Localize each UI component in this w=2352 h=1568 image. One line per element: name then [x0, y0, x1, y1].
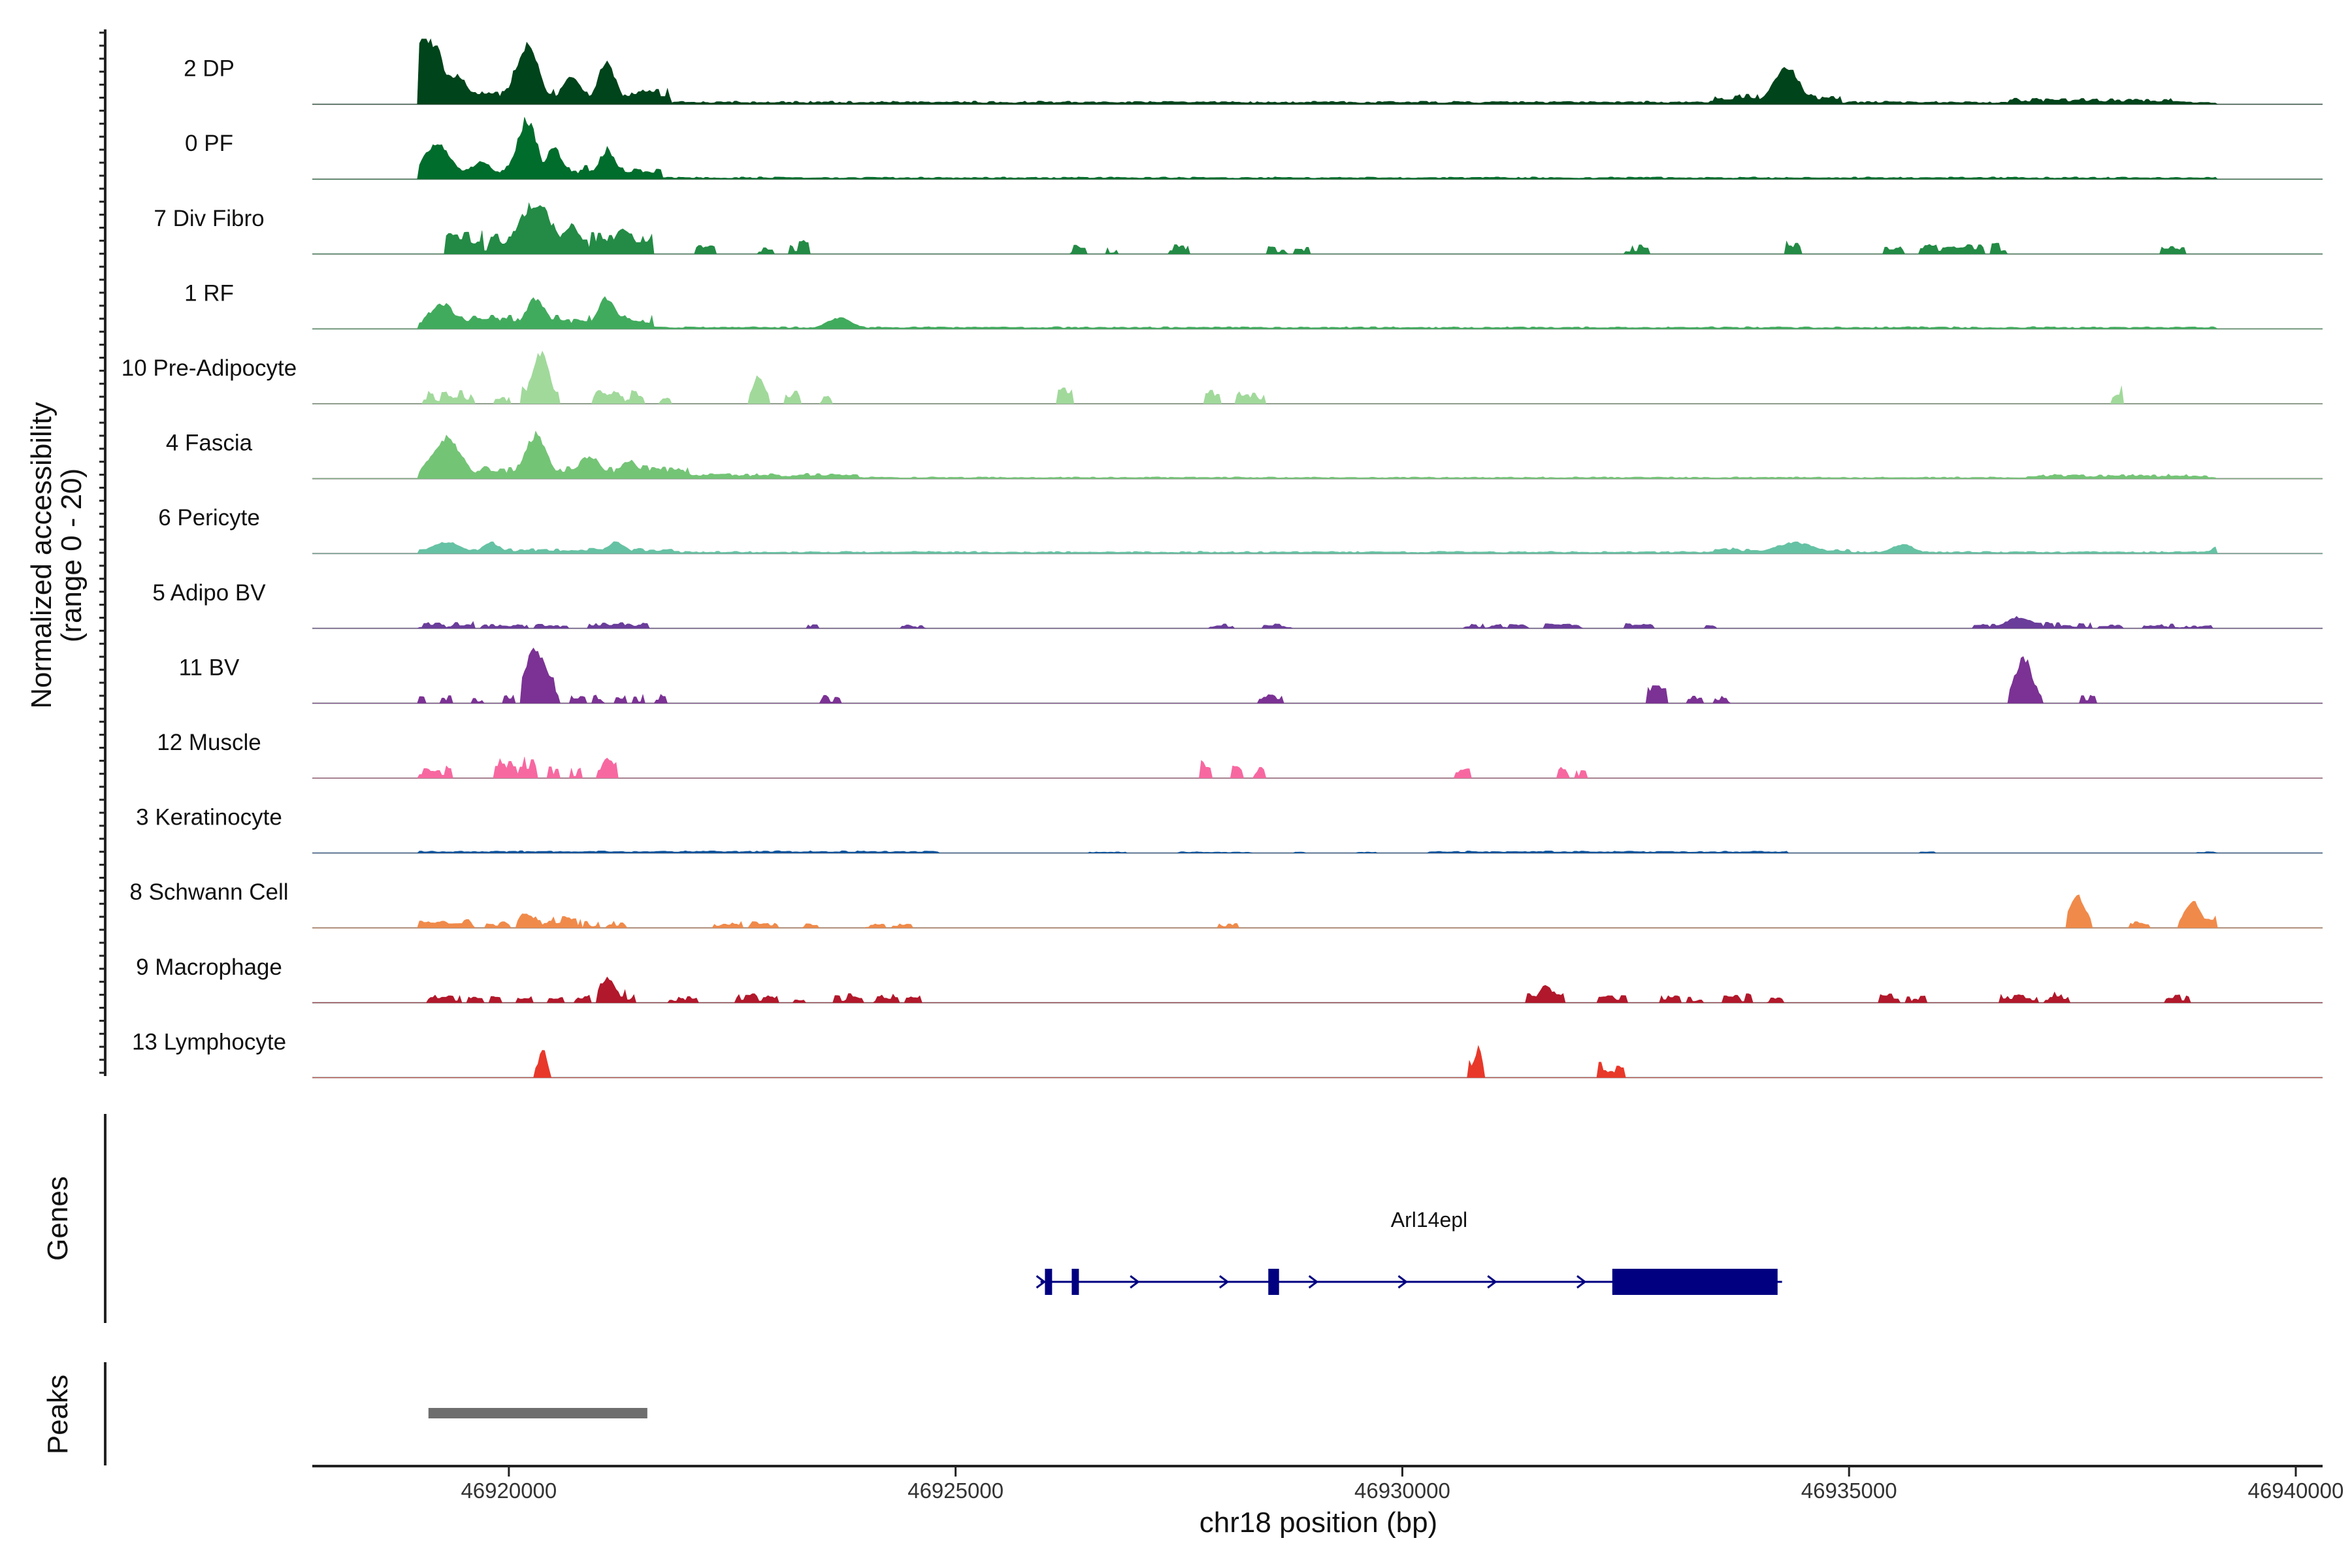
- x-tick-label: 46920000: [461, 1478, 557, 1503]
- track-4-fascia: 4 Fascia: [166, 431, 2323, 480]
- x-tick-label: 46930000: [1354, 1478, 1450, 1503]
- track-label: 10 Pre-Adipocyte: [122, 355, 297, 381]
- track-5-adipo-bv: 5 Adipo BV: [152, 580, 2323, 629]
- track-label: 9 Macrophage: [136, 955, 282, 980]
- track-label: 2 DP: [184, 56, 235, 82]
- gene-strand-arrow: [1219, 1275, 1230, 1289]
- track-label: 0 PF: [185, 131, 233, 156]
- gene-strand-arrow: [1487, 1275, 1497, 1289]
- track-9-macrophage: 9 Macrophage: [136, 955, 2323, 1004]
- gene-strand-arrow: [1576, 1275, 1587, 1289]
- coverage-area: [312, 117, 2323, 180]
- y-axis-title-line1: Normalized accessibility: [25, 402, 57, 708]
- y-axis-ticks: [99, 31, 105, 1074]
- coverage-area: [312, 976, 2323, 1004]
- gene-strand-arrow: [1308, 1275, 1319, 1289]
- coverage-area: [312, 296, 2323, 329]
- gene-strand-arrow: [1036, 1275, 1047, 1289]
- track-label: 8 Schwann Cell: [129, 879, 288, 905]
- accessibility-tracks: 2 DP 0 PF 7 Div Fibro 1 RF 10 Pre-Adipocyte 4…: [122, 38, 2323, 1079]
- genes-track-title: Genes: [42, 1176, 74, 1261]
- track-label: 11 BV: [179, 655, 240, 680]
- peaks-track-title: Peaks: [42, 1375, 74, 1454]
- track-label: 6 Pericyte: [158, 505, 260, 531]
- x-axis: 46920000 46925000 46930000 46935000 46940000…: [312, 1465, 2344, 1539]
- gene-exon: [1071, 1269, 1079, 1295]
- track-label: 5 Adipo BV: [152, 580, 266, 606]
- track-11-bv: 11 BV: [179, 647, 2323, 704]
- track-label: 3 Keratinocyte: [136, 805, 282, 830]
- x-tick-label: 46925000: [907, 1478, 1004, 1503]
- x-tick-label: 46935000: [1801, 1478, 1897, 1503]
- track-6-pericyte: 6 Pericyte: [158, 505, 2323, 555]
- coverage-area: [312, 615, 2323, 629]
- track-8-schwann-cell: 8 Schwann Cell: [129, 879, 2323, 929]
- coverage-area: [312, 647, 2323, 704]
- track-1-rf: 1 RF: [184, 280, 2323, 330]
- track-label: 13 Lymphocyte: [132, 1029, 286, 1054]
- genes-track: Genes Arl14epl: [42, 1114, 1782, 1323]
- track-label: 7 Div Fibro: [154, 206, 264, 231]
- track-12-muscle: 12 Muscle: [157, 730, 2323, 779]
- track-0-pf: 0 PF: [185, 117, 2323, 180]
- x-tick-label: 46940000: [2248, 1478, 2344, 1503]
- track-3-keratinocyte: 3 Keratinocyte: [136, 805, 2323, 854]
- gene-exon: [1045, 1269, 1053, 1295]
- peaks-track: Peaks: [42, 1362, 647, 1465]
- track-2-dp: 2 DP: [184, 38, 2323, 105]
- y-axis-title-line2: (range 0 - 20): [56, 468, 88, 643]
- gene-strand-arrow: [1130, 1275, 1140, 1289]
- x-axis-title: chr18 position (bp): [1200, 1507, 1437, 1539]
- y-axis: Normalized accessibility (range 0 - 20): [25, 29, 106, 1076]
- x-axis-ticks: 46920000 46925000 46930000 46935000 46940000: [461, 1466, 2344, 1503]
- coverage-area: [312, 1045, 2323, 1078]
- coverage-area: [312, 431, 2323, 479]
- track-7-div-fibro: 7 Div Fibro: [154, 202, 2323, 255]
- coverage-area: [312, 202, 2323, 255]
- peak-region: [428, 1408, 647, 1418]
- gene-exon: [1612, 1269, 1778, 1295]
- track-label: 4 Fascia: [166, 431, 253, 456]
- coverage-area: [312, 894, 2323, 929]
- track-label: 12 Muscle: [157, 730, 261, 755]
- track-13-lymphocyte: 13 Lymphocyte: [132, 1029, 2323, 1079]
- coverage-area: [312, 350, 2323, 404]
- gene-exon: [1268, 1269, 1279, 1295]
- track-label: 1 RF: [184, 280, 234, 306]
- coverage-area: [312, 850, 2323, 853]
- track-10-pre-adipocyte: 10 Pre-Adipocyte: [122, 350, 2323, 404]
- coverage-area: [312, 757, 2323, 779]
- coverage-area: [312, 38, 2323, 105]
- coverage-area: [312, 541, 2323, 554]
- gene-name-label: Arl14epl: [1391, 1208, 1467, 1232]
- gene-strand-arrow: [1397, 1275, 1408, 1289]
